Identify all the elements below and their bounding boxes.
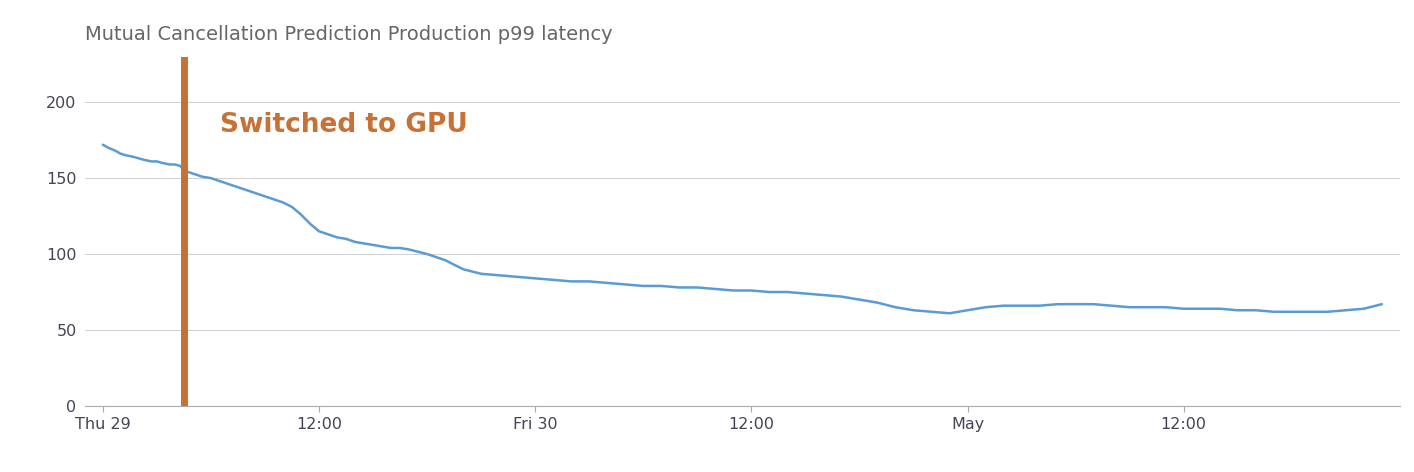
Text: Mutual Cancellation Prediction Production p99 latency: Mutual Cancellation Prediction Productio… (85, 25, 612, 44)
Text: Switched to GPU: Switched to GPU (221, 112, 468, 138)
